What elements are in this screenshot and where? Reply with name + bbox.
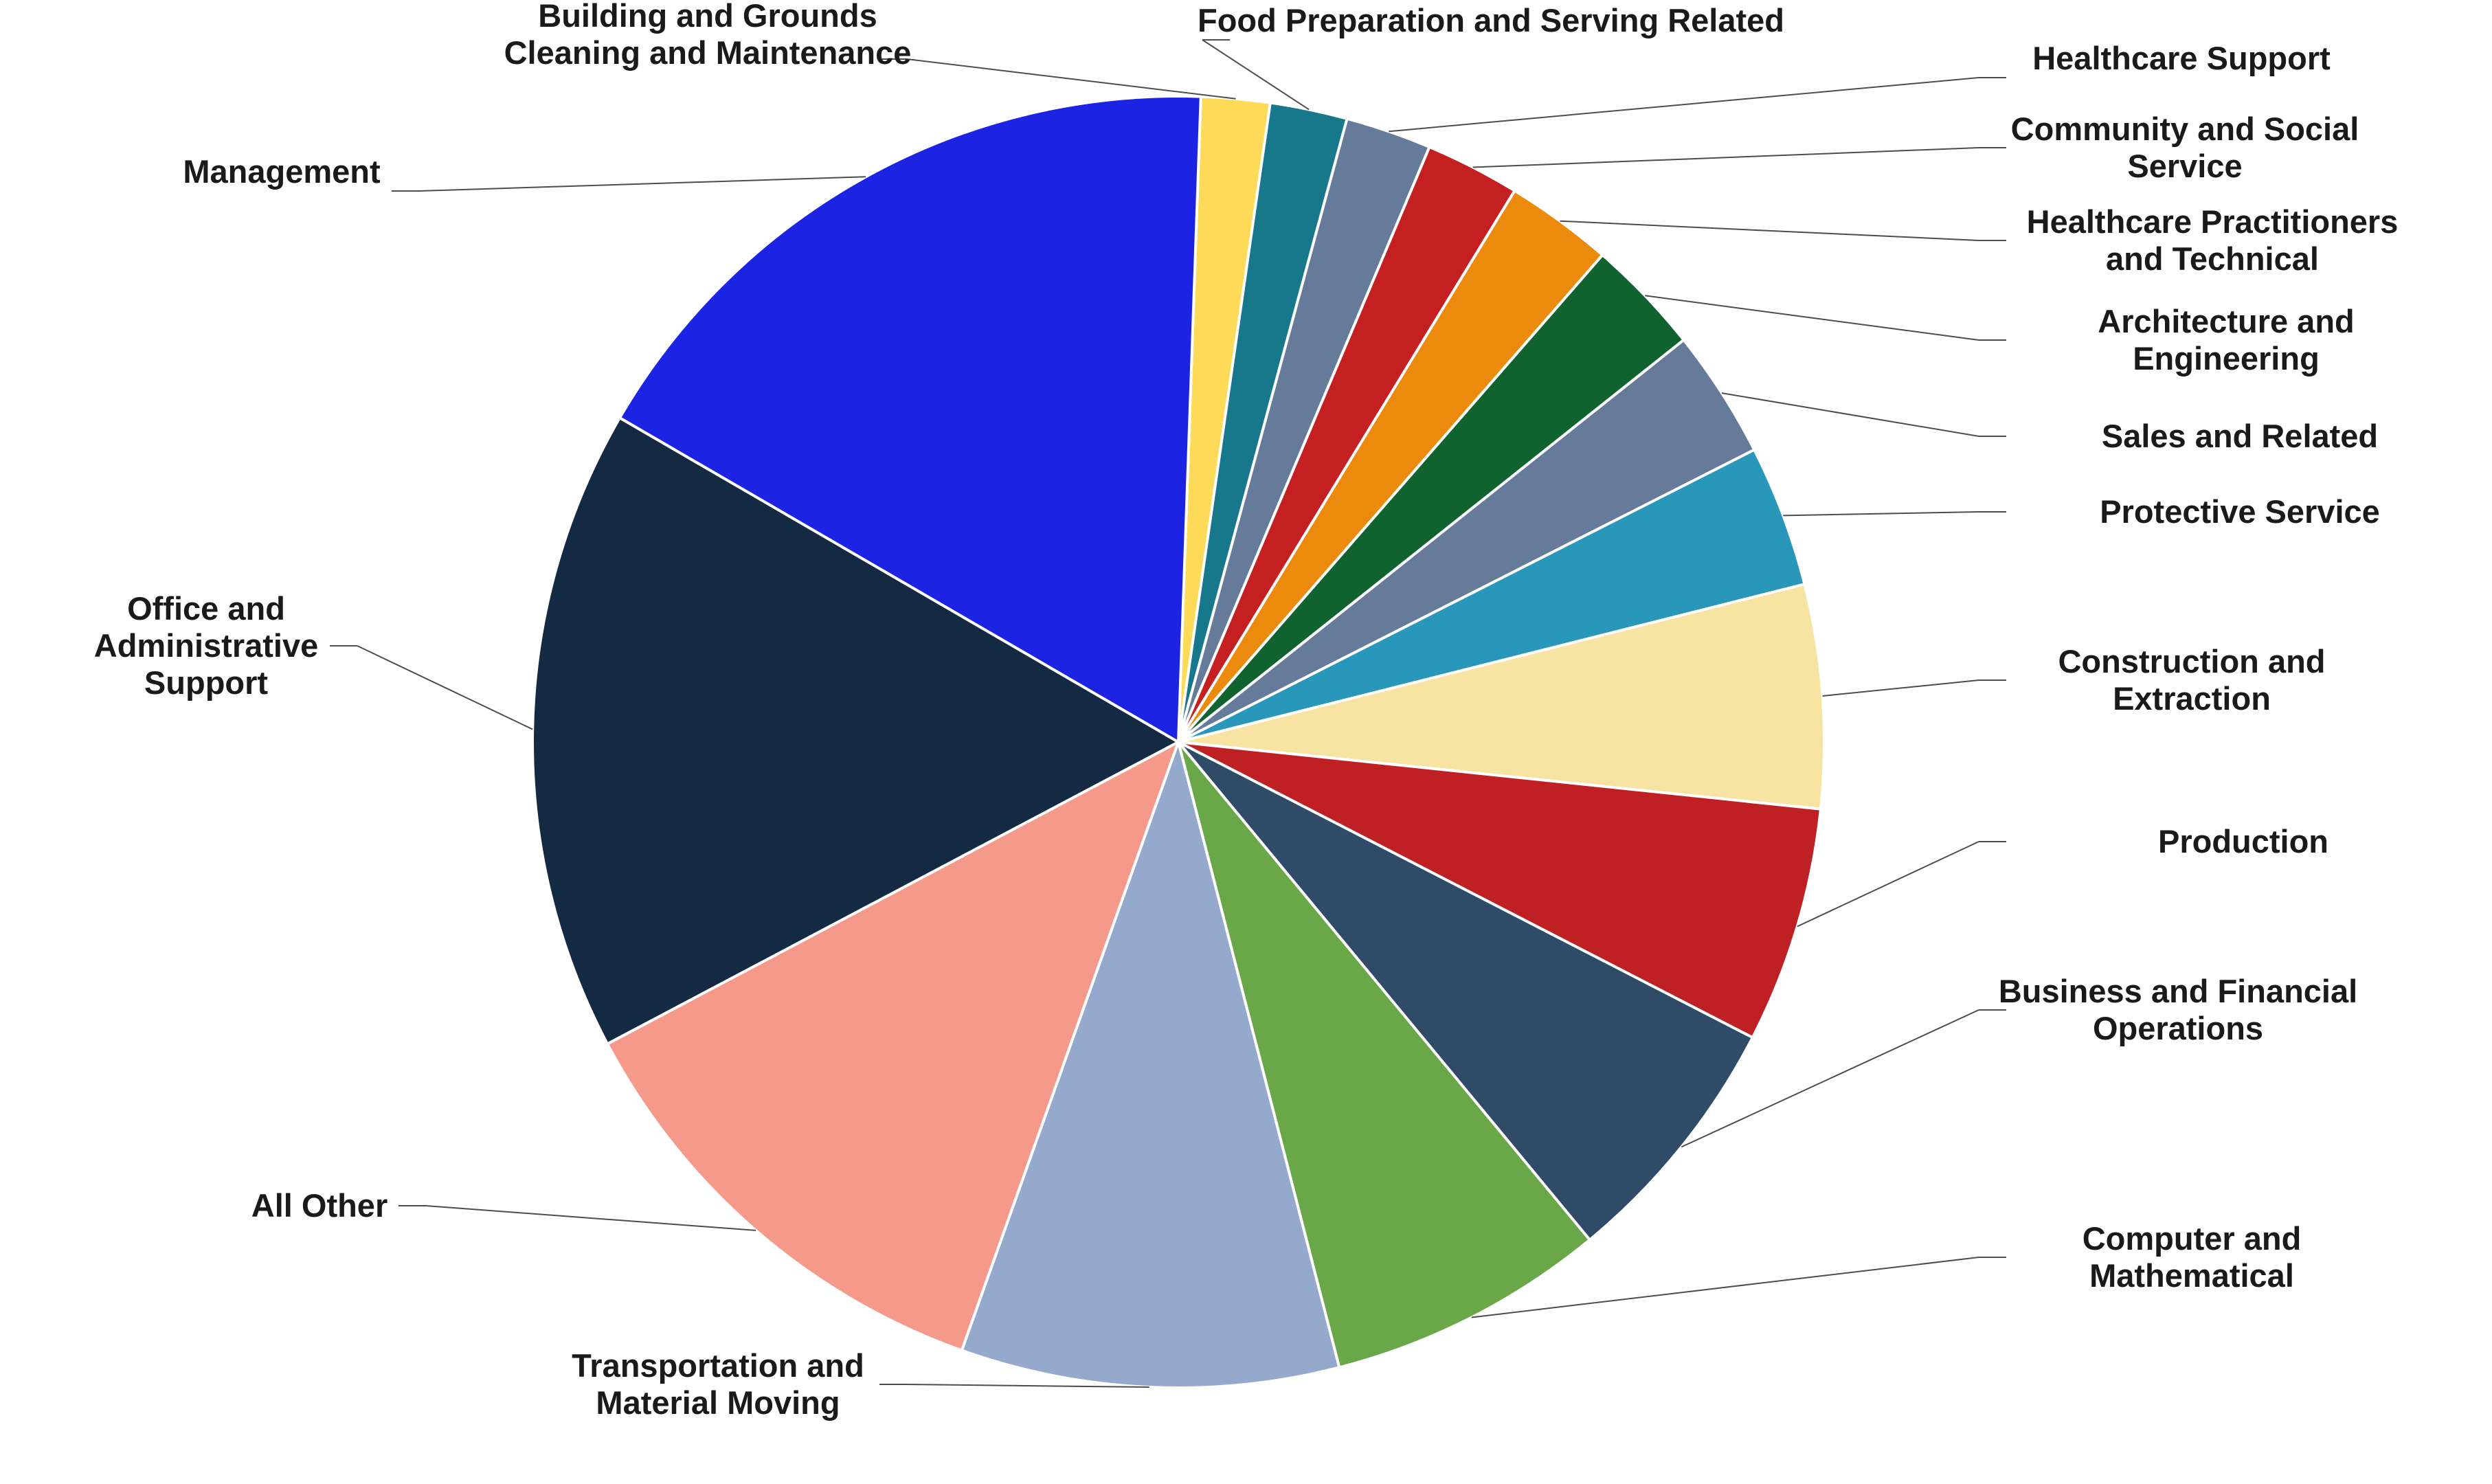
leader-line [907,59,1236,99]
leader-line [1823,680,1979,696]
leader-line [1560,221,1979,240]
leader-line [1389,78,1979,131]
leader-line [419,177,866,191]
leader-line [1645,295,1979,340]
pie-chart-container: Building and Grounds Cleaning and Mainte… [0,0,2492,1484]
leader-line [1797,842,1979,927]
leader-line [1783,512,1979,515]
leader-line [357,646,532,730]
leader-line [1473,148,1979,168]
leader-line [1722,393,1979,436]
pie-chart-svg [0,0,2492,1484]
leader-line [426,1206,756,1230]
